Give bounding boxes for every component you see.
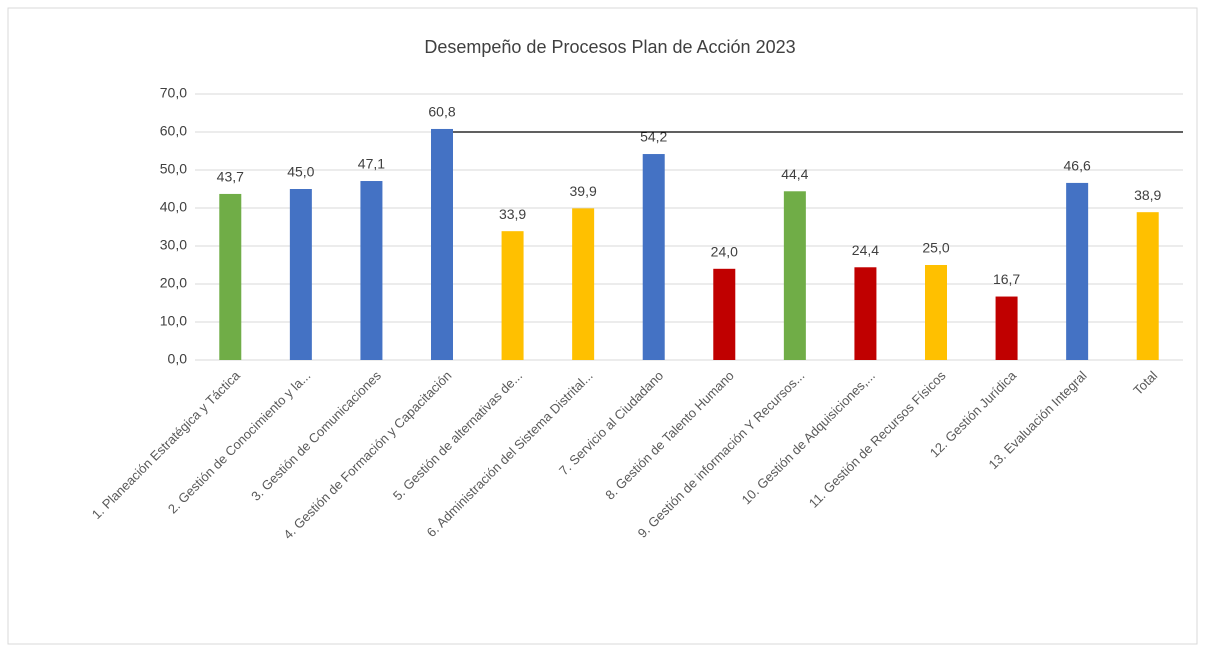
data-label: 43,7 [217, 169, 244, 185]
bar [289, 189, 312, 360]
bar [1136, 212, 1159, 360]
bar [995, 296, 1018, 360]
bar [713, 268, 736, 360]
data-label: 44,4 [781, 166, 808, 182]
x-tick-label: Total [1130, 368, 1160, 398]
x-tick-label: 5. Gestión de alternativas de... [390, 368, 525, 503]
bar [219, 193, 242, 360]
bar [431, 128, 453, 360]
bar [642, 154, 665, 360]
bar [360, 181, 383, 360]
y-tick-label: 70,0 [160, 85, 187, 101]
y-tick-label: 40,0 [160, 199, 187, 215]
data-label: 46,6 [1064, 158, 1091, 174]
data-label: 39,9 [570, 183, 597, 199]
chart-title: Desempeño de Procesos Plan de Acción 202… [424, 37, 795, 57]
x-tick-label: 2. Gestión de Conocimiento y la... [165, 368, 314, 517]
data-label: 54,2 [640, 129, 667, 145]
x-tick-label: 3. Gestión de Comunicaciones [248, 368, 384, 504]
y-tick-label: 60,0 [160, 123, 187, 139]
data-label: 16,7 [993, 271, 1020, 287]
x-tick-label: 8. Gestión de Talento Humano [602, 368, 737, 503]
data-label: 45,0 [287, 164, 314, 180]
bar [925, 265, 947, 360]
y-tick-label: 10,0 [160, 313, 187, 329]
x-tick-label: 1. Planeación Estratégica y Táctica [89, 367, 244, 522]
bar [854, 267, 877, 360]
bar [501, 231, 524, 360]
x-tick-label: 10. Gestión de Adquisiciones,... [739, 368, 878, 507]
x-tick-label: 11. Gestión de Recursos Físicos [806, 368, 949, 511]
data-label: 33,9 [499, 206, 526, 222]
y-tick-label: 0,0 [168, 351, 188, 367]
bar [783, 191, 806, 360]
y-tick-label: 20,0 [160, 275, 187, 291]
bar [572, 208, 595, 360]
chart-frame [7, 7, 1198, 645]
data-label: 25,0 [922, 240, 949, 256]
data-label: 24,4 [852, 242, 879, 258]
y-tick-label: 50,0 [160, 161, 187, 177]
data-label: 47,1 [358, 156, 385, 172]
bar [1066, 182, 1089, 360]
data-label: 24,0 [711, 244, 738, 260]
data-label: 38,9 [1134, 187, 1161, 203]
y-tick-label: 30,0 [160, 237, 187, 253]
data-label: 60,8 [428, 104, 455, 120]
